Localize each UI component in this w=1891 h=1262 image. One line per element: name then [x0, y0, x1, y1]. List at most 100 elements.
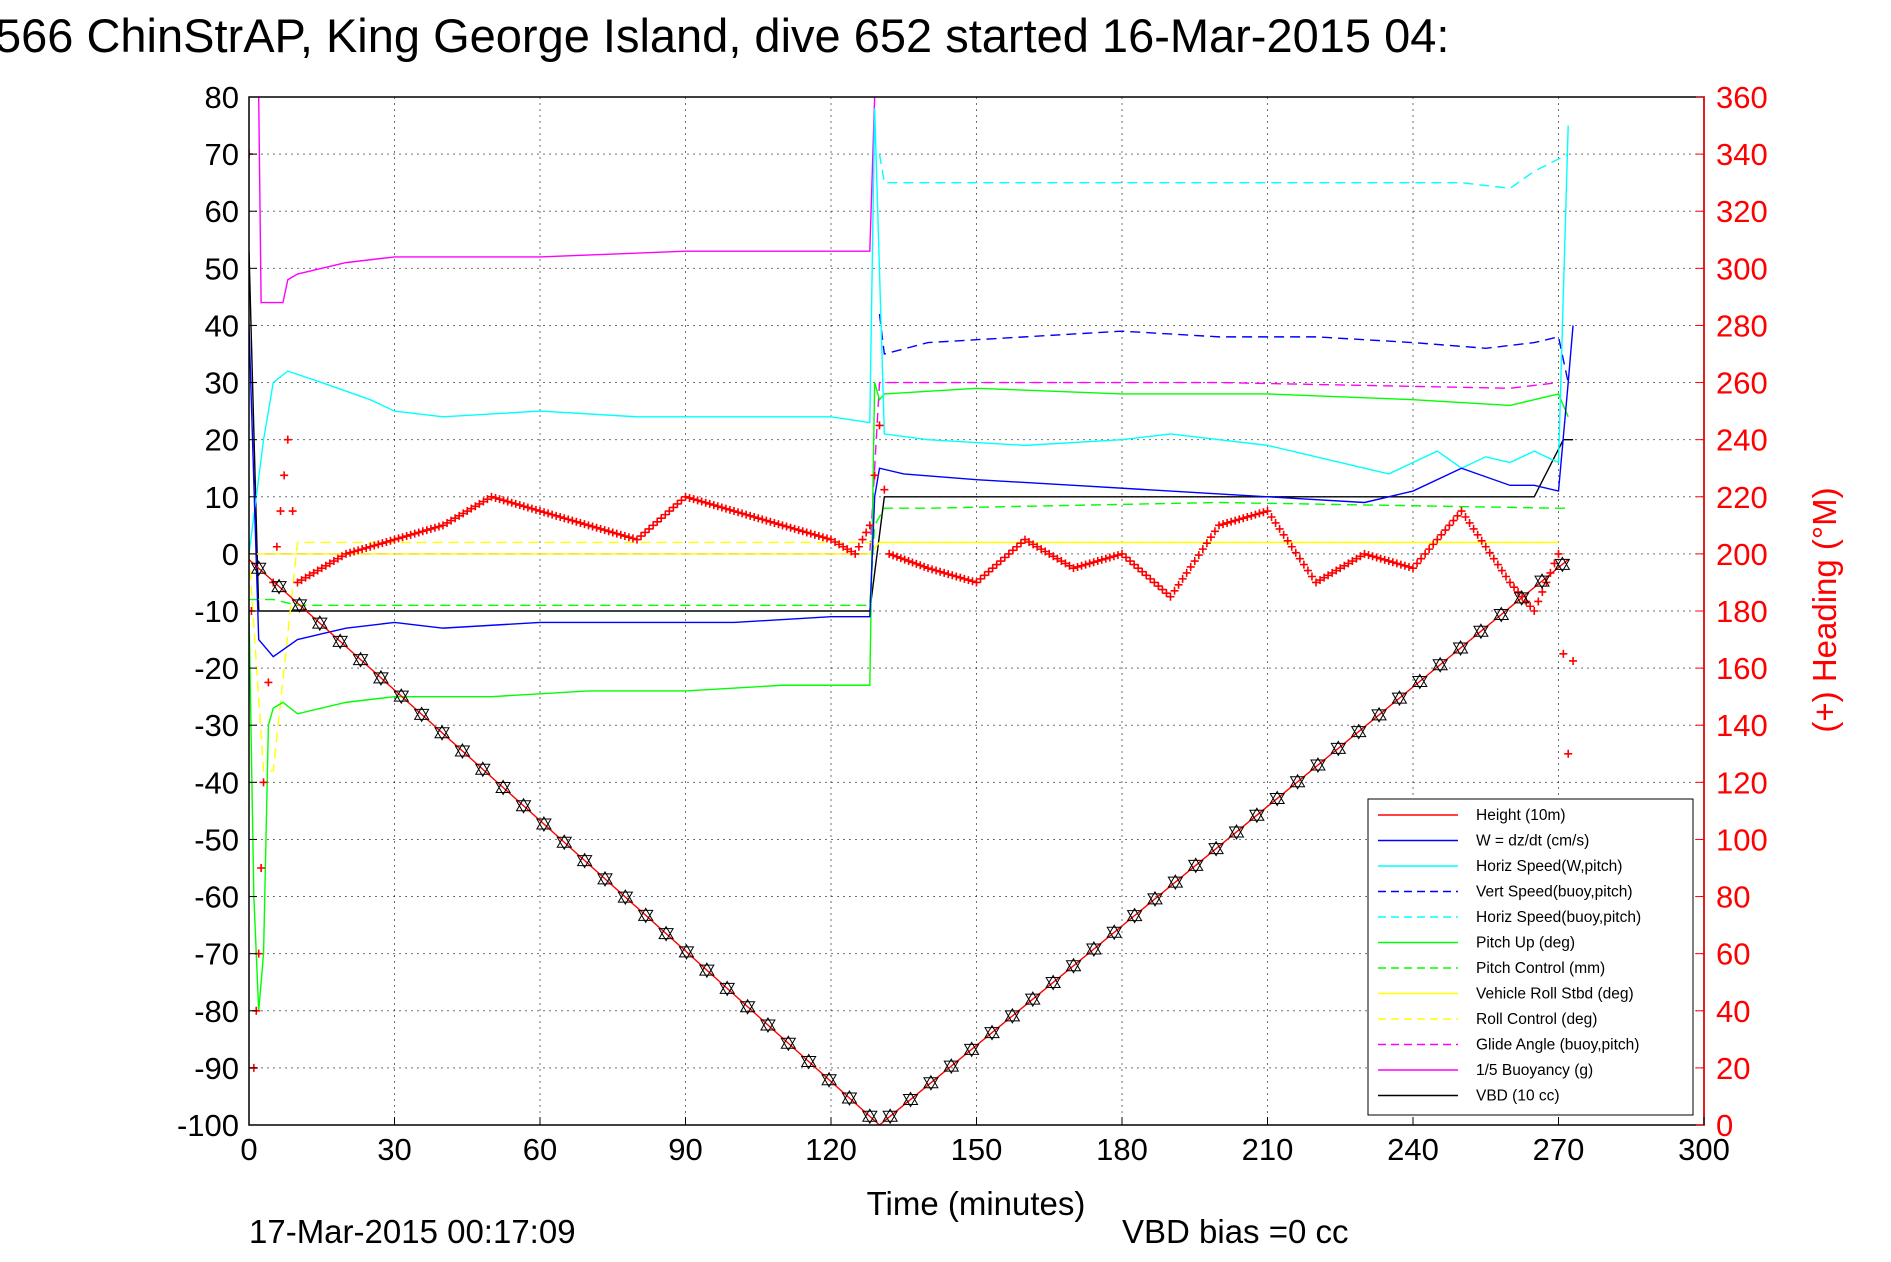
left-tick-label: 40	[205, 308, 239, 343]
left-y-axis-ticks: 80 70 60 50 40 30 20 10 0 -10 -20 -30 -40 -50 -60 -70 -8…	[177, 80, 257, 1143]
legend-label: VBD (10 cc)	[1476, 1088, 1560, 1105]
height-sample-marker	[1554, 556, 1571, 573]
heading-marker	[677, 496, 686, 505]
heading-marker	[649, 521, 658, 530]
heading-marker	[657, 514, 666, 523]
heading-marker	[572, 517, 581, 526]
footer-vbd-bias: VBD bias =0 cc	[1122, 1213, 1349, 1250]
heading-marker	[1170, 586, 1179, 595]
heading-marker	[333, 554, 342, 563]
heading-marker	[580, 520, 589, 529]
heading-marker	[1477, 536, 1486, 545]
left-tick-label: 20	[205, 423, 239, 458]
left-tick-label: -40	[194, 765, 239, 800]
height-sample-marker	[637, 907, 654, 924]
heading-marker	[1150, 578, 1159, 587]
heading-marker	[272, 542, 281, 551]
heading-marker	[661, 510, 670, 519]
heading-marker	[814, 532, 823, 541]
heading-marker	[503, 497, 512, 506]
height-sample-marker	[1411, 673, 1428, 690]
heading-marker	[964, 576, 973, 585]
heading-marker	[1457, 507, 1466, 516]
right-tick-label: 160	[1716, 651, 1768, 686]
heading-marker	[956, 573, 965, 582]
heading-marker	[394, 534, 403, 543]
heading-marker	[1235, 515, 1244, 524]
heading-marker	[584, 521, 593, 530]
heading-marker	[851, 549, 860, 558]
height-sample-marker	[719, 980, 736, 997]
right-tick-label: 0	[1716, 1108, 1733, 1143]
heading-marker	[1162, 589, 1171, 598]
heading-marker	[721, 504, 730, 513]
height-sample-marker	[923, 1074, 939, 1091]
heading-marker	[1271, 518, 1280, 527]
right-tick-label: 220	[1716, 480, 1768, 515]
heading-marker	[588, 522, 597, 531]
heading-marker	[487, 492, 496, 501]
height-sample-marker	[1391, 690, 1408, 707]
left-tick-label: -100	[177, 1108, 239, 1143]
left-tick-label: -20	[194, 651, 239, 686]
heading-marker	[519, 502, 528, 511]
heading-marker	[952, 572, 961, 581]
heading-marker	[479, 497, 488, 506]
heading-marker	[1344, 559, 1353, 568]
height-sample-marker	[291, 596, 308, 613]
heading-marker	[940, 568, 949, 577]
heading-marker	[1154, 582, 1163, 591]
heading-marker	[1433, 535, 1442, 544]
height-sample-marker	[311, 615, 328, 632]
heading-marker	[1413, 559, 1422, 568]
heading-marker	[1569, 656, 1578, 665]
series-line-w-dz-dt-cm-s	[249, 325, 1574, 658]
heading-marker	[916, 561, 925, 570]
heading-marker	[1332, 566, 1341, 575]
heading-marker	[515, 501, 524, 510]
heading-marker	[1493, 560, 1502, 569]
heading-marker	[802, 528, 811, 537]
heading-marker	[786, 523, 795, 532]
height-sample-marker	[1045, 974, 1062, 991]
heading-marker	[283, 435, 292, 444]
heading-marker	[1546, 568, 1555, 577]
heading-marker	[495, 495, 504, 504]
series-line-height-10m	[249, 559, 1569, 1125]
heading-marker	[434, 522, 443, 531]
left-tick-label: 50	[205, 251, 239, 286]
heading-marker	[1453, 511, 1462, 520]
heading-marker	[730, 507, 738, 516]
heading-marker	[1122, 553, 1131, 562]
heading-marker	[1461, 513, 1470, 522]
height-sample-marker	[1187, 857, 1204, 874]
heading-marker	[996, 557, 1005, 566]
height-sample-marker	[1208, 840, 1224, 857]
heading-marker	[762, 516, 771, 525]
left-tick-label: 10	[205, 480, 239, 515]
heading-marker	[293, 578, 302, 587]
heading-marker	[1041, 547, 1050, 556]
heading-marker	[904, 557, 913, 566]
heading-marker	[1263, 507, 1272, 516]
heading-marker	[628, 534, 637, 543]
heading-marker	[483, 495, 492, 504]
height-sample-marker	[963, 1041, 980, 1058]
heading-marker	[1243, 513, 1252, 522]
heading-marker	[669, 503, 678, 512]
heading-marker	[1210, 527, 1219, 536]
heading-marker	[806, 529, 815, 538]
heading-marker	[835, 540, 844, 549]
heading-marker	[288, 507, 297, 516]
height-sample-marker	[1534, 573, 1550, 590]
left-tick-label: 80	[205, 80, 239, 115]
height-sample-marker	[1432, 656, 1449, 673]
heading-marker	[1138, 567, 1147, 576]
heading-marker	[892, 552, 901, 561]
series-line-roll-control-deg	[249, 541, 1559, 772]
heading-marker	[1469, 524, 1478, 533]
height-sample-marker	[1024, 991, 1041, 1008]
heading-marker	[798, 527, 807, 536]
heading-marker	[774, 520, 783, 529]
x-axis-ticks: 0 30 60 90 120 150 180 210 240 270 300	[240, 1117, 1730, 1167]
